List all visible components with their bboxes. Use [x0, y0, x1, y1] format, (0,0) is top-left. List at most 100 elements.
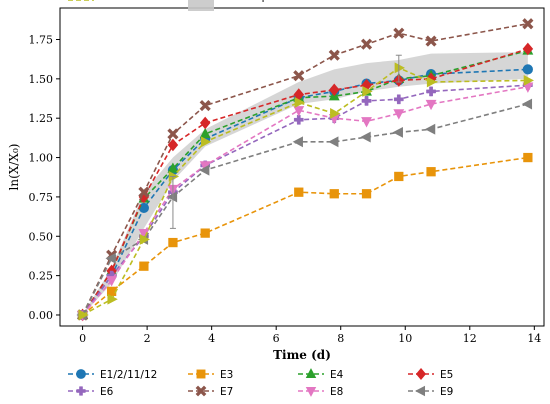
legend-entry: E5 — [408, 367, 453, 381]
legend-label: E5 — [440, 369, 453, 381]
x-tick-label: 12 — [463, 332, 477, 345]
x-tick-label: 14 — [527, 332, 541, 345]
data-point — [167, 138, 179, 152]
data-point — [393, 94, 404, 105]
data-point — [328, 136, 339, 148]
data-point — [139, 261, 149, 271]
y-tick-label: 0.00 — [29, 309, 54, 322]
legend-entry: E1/2/11/12 — [68, 369, 157, 381]
data-point — [199, 100, 211, 112]
data-point — [424, 123, 436, 135]
data-point — [167, 162, 179, 173]
error-bars — [169, 54, 402, 229]
data-point — [294, 97, 305, 108]
error-bar — [395, 54, 402, 83]
data-point — [139, 233, 151, 245]
y-tick-label: 0.75 — [29, 191, 54, 204]
legend-label: E6 — [100, 386, 114, 398]
data-point — [330, 108, 341, 119]
data-point — [328, 49, 340, 61]
data-point — [199, 127, 211, 139]
data-point — [426, 86, 436, 97]
legend-label: E10 — [100, 0, 120, 3]
y-axis: 0.00 0.25 0.50 0.75 1.00 1.25 1.50 1.75 — [29, 33, 60, 322]
series-line — [81, 68, 528, 316]
legend-marker — [76, 369, 86, 379]
data-point — [426, 76, 438, 88]
data-point — [392, 126, 403, 138]
y-axis-title: ln(X/X₀) — [7, 144, 21, 191]
legend-label: E4 — [330, 369, 344, 381]
series-layer — [76, 18, 535, 322]
legend-marker — [305, 386, 317, 397]
legend-label: E9 — [440, 386, 453, 398]
data-point — [138, 202, 149, 214]
data-point — [168, 237, 178, 248]
y-tick-label: 1.75 — [29, 33, 54, 46]
y-tick-label: 1.25 — [29, 112, 54, 125]
legend-label: Central point ± SD — [220, 0, 319, 3]
data-point — [523, 74, 535, 86]
series-e3 — [77, 152, 533, 320]
legend-label: E3 — [220, 369, 233, 381]
data-point — [425, 35, 437, 47]
data-point — [522, 64, 533, 75]
data-point — [361, 117, 372, 128]
legend-marker — [415, 367, 427, 381]
data-point — [425, 99, 437, 111]
series-line — [82, 156, 528, 316]
data-point — [329, 189, 339, 199]
legend-marker — [196, 369, 206, 379]
legend-marker — [305, 368, 317, 379]
legend-entry: E10 — [68, 0, 120, 3]
data-point — [105, 252, 116, 264]
central-point-sd-band — [82, 52, 528, 315]
legend-entry: E4 — [298, 368, 344, 381]
legend-entry: E8 — [298, 386, 343, 398]
x-tick-label: 8 — [337, 332, 344, 345]
y-tick-label: 1.50 — [29, 73, 54, 86]
legend-marker — [415, 385, 426, 397]
x-axis-title: Time (d) — [273, 348, 331, 362]
data-point — [361, 96, 372, 106]
legend-band-swatch — [188, 0, 214, 11]
data-point — [426, 167, 436, 177]
data-point — [106, 276, 118, 287]
legend-entry: Central point ± SD — [188, 0, 319, 11]
legend-label: E1/2/11/12 — [100, 369, 157, 381]
series-line — [81, 22, 529, 316]
data-point — [138, 186, 150, 198]
data-point — [523, 152, 533, 163]
data-point — [200, 228, 210, 238]
data-point — [393, 109, 405, 120]
series-line — [81, 85, 529, 316]
legend-marker — [195, 385, 207, 397]
data-point — [361, 189, 372, 199]
plot-frame — [59, 7, 545, 327]
x-tick-label: 0 — [79, 332, 86, 345]
data-point — [166, 191, 178, 203]
data-point — [362, 86, 373, 97]
data-point — [199, 116, 211, 130]
error-bar — [169, 175, 176, 229]
y-tick-label: 0.50 — [29, 230, 54, 243]
data-point — [393, 27, 405, 39]
x-tick-label: 4 — [208, 332, 215, 345]
data-point — [167, 128, 179, 140]
legend: E1/2/11/12 E3 E4 E5 E6 E7 E8 E9 E10 Central point… — [68, 0, 453, 398]
data-point — [292, 136, 303, 148]
x-tick-label: 2 — [144, 332, 151, 345]
data-point — [107, 293, 118, 305]
legend-entry: E3 — [188, 369, 233, 381]
x-tick-label: 6 — [273, 332, 280, 345]
legend-entry: E6 — [68, 386, 114, 398]
legend-entry: E7 — [188, 385, 233, 398]
data-point — [293, 106, 305, 117]
data-point — [106, 286, 117, 297]
data-point — [360, 131, 371, 143]
data-point — [293, 70, 305, 82]
x-axis: 0 2 4 6 8 10 12 14 — [79, 326, 541, 345]
legend-label: E8 — [330, 386, 343, 398]
legend-entry: E9 — [408, 385, 453, 398]
data-point — [201, 136, 212, 148]
